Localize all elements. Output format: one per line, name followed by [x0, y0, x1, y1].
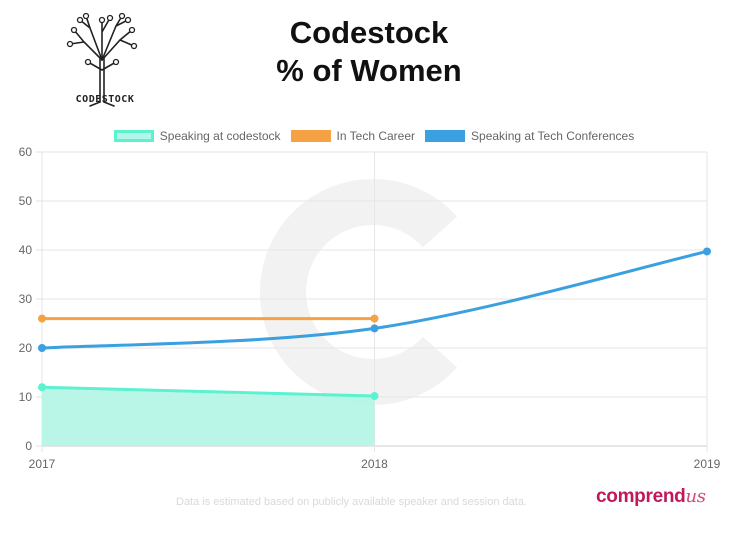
brand-main: comprend: [596, 486, 686, 507]
series-line-0: [41, 385, 375, 398]
y-tick-label: 50: [19, 194, 33, 208]
series-area-0: [42, 387, 375, 446]
data-point-2: [703, 247, 711, 256]
legend-label: Speaking at codestock: [159, 129, 281, 143]
legend-label: Speaking at Tech Conferences: [471, 129, 635, 143]
data-point-1: [370, 314, 379, 323]
data-point-0: [370, 392, 379, 401]
chart-legend: Speaking at codestock In Tech Career Spe…: [0, 126, 748, 146]
legend-swatch-tech-conferences: [425, 130, 466, 142]
tree-logo-icon: [66, 12, 138, 107]
chart-axes: 0 10 20 30 40 50 60 2017 2018 2019: [19, 145, 721, 471]
data-point-1: [38, 314, 46, 323]
title-line-2: % of Women: [276, 53, 462, 88]
legend-label: In Tech Career: [336, 129, 416, 143]
y-tick-label: 0: [25, 439, 32, 453]
x-tick-label: 2017: [29, 457, 56, 471]
brand-script: us: [685, 486, 706, 507]
logo-text: CODESTOCK: [75, 94, 135, 105]
data-point-2: [38, 344, 46, 352]
footnote: Data is estimated based on publicly avai…: [176, 496, 527, 508]
y-tick-label: 30: [19, 292, 33, 306]
legend-item-tech-conferences[interactable]: Speaking at Tech Conferences: [425, 129, 634, 143]
y-tick-label: 60: [19, 145, 33, 159]
y-tick-label: 40: [19, 243, 33, 257]
y-tick-label: 10: [19, 390, 33, 404]
data-point-0: [38, 383, 46, 392]
legend-swatch-speaking-codestock: [113, 130, 154, 142]
brand-logo: comprendus: [596, 486, 706, 508]
legend-item-speaking-codestock[interactable]: Speaking at codestock: [113, 129, 281, 143]
legend-item-tech-career[interactable]: In Tech Career: [290, 129, 416, 143]
y-tick-label: 20: [19, 341, 33, 355]
chart-series: [38, 247, 711, 446]
x-tick-label: 2019: [694, 457, 721, 471]
data-point-2: [370, 324, 379, 333]
x-tick-label: 2018: [361, 457, 388, 471]
title-line-1: Codestock: [289, 15, 449, 50]
watermark-icon: [260, 179, 458, 405]
chart-title: Codestock % of Women: [174, 14, 564, 90]
legend-swatch-tech-career: [290, 130, 331, 142]
